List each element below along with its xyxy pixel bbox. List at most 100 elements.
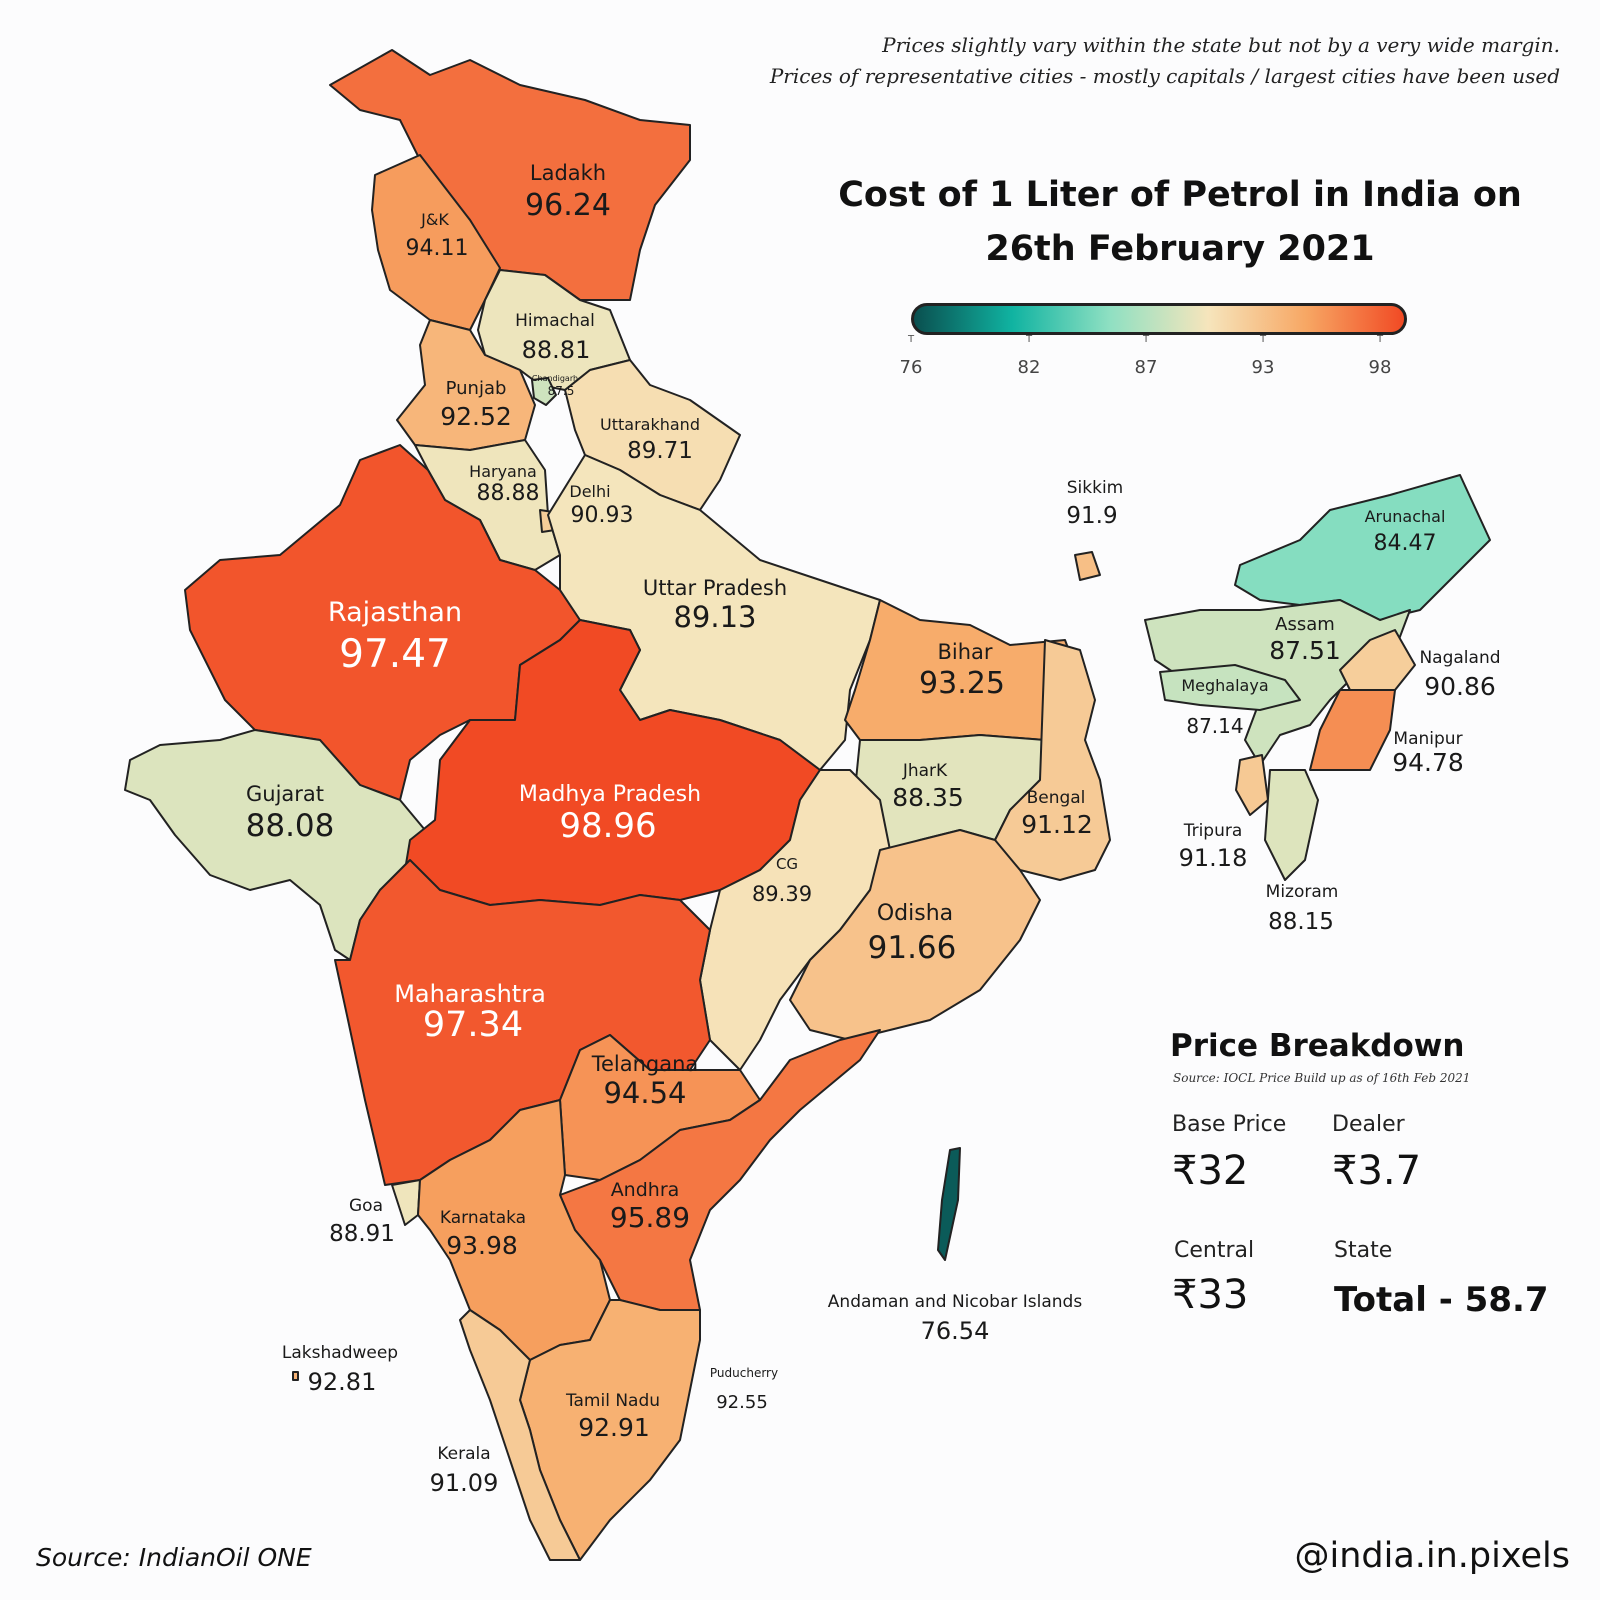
legend-tick: T 76 [899, 334, 923, 379]
region-mizoram [1264, 769, 1319, 881]
region-value-bihar: 93.25 [919, 666, 1005, 701]
region-andaman-and-nicobar-islands [937, 1147, 961, 1261]
region-value-meghalaya: 87.14 [1186, 714, 1243, 738]
legend-tick: T 98 [1368, 334, 1392, 379]
region-name-madhya-pradesh: Madhya Pradesh [519, 782, 701, 807]
base-price-label: Base Price [1172, 1112, 1287, 1137]
region-sikkim [1074, 551, 1101, 581]
region-name-tamil-nadu: Tamil Nadu [565, 1391, 660, 1411]
region-name-jhark: JharK [902, 761, 948, 781]
footer-credit: @india.in.pixels [1294, 1536, 1570, 1576]
region-value-punjab: 92.52 [440, 402, 512, 431]
title-line-2: 26th February 2021 [985, 229, 1375, 269]
region-value-j-k: 94.11 [406, 236, 469, 261]
state-label: State [1334, 1238, 1393, 1263]
region-name-mizoram: Mizoram [1266, 882, 1339, 902]
region-name-chandigarh: Chandigarh [532, 374, 578, 383]
region-name-telangana: Telangana [591, 1052, 699, 1076]
region-kerala [459, 1309, 581, 1561]
region-name-andaman-and-nicobar-islands: Andaman and Nicobar Islands [828, 1292, 1083, 1312]
dealer-value: ₹3.7 [1332, 1148, 1422, 1194]
region-value-jhark: 88.35 [892, 783, 964, 812]
title-line-1: Cost of 1 Liter of Petrol in India on [838, 175, 1522, 215]
region-value-gujarat: 88.08 [246, 808, 335, 844]
region-name-gujarat: Gujarat [246, 782, 324, 806]
region-name-bengal: Bengal [1027, 788, 1086, 808]
region-value-arunachal: 84.47 [1374, 531, 1437, 556]
note-line-1: Prices slightly vary within the state bu… [882, 33, 1560, 57]
region-value-uttarakhand: 89.71 [627, 438, 693, 464]
legend-gradient-bar [911, 303, 1407, 335]
footer-source: Source: IndianOil ONE [36, 1543, 312, 1572]
region-value-puducherry: 92.55 [716, 1392, 768, 1413]
region-value-kerala: 91.09 [430, 1469, 499, 1497]
breakdown-source: Source: IOCL Price Build up as of 16th F… [1173, 1071, 1471, 1085]
region-name-kerala: Kerala [437, 1444, 490, 1464]
region-value-karnataka: 93.98 [446, 1231, 518, 1260]
region-name-cg: CG [776, 855, 798, 873]
region-value-maharashtra: 97.34 [423, 1005, 523, 1045]
region-value-manipur: 94.78 [1392, 748, 1464, 777]
region-name-odisha: Odisha [877, 901, 953, 926]
region-value-sikkim: 91.9 [1066, 503, 1117, 529]
region-name-maharashtra: Maharashtra [394, 980, 546, 1008]
region-bengal [994, 639, 1111, 881]
region-value-lakshadweep: 92.81 [308, 1368, 377, 1396]
region-goa [391, 1179, 421, 1226]
region-name-j-k: J&K [420, 210, 449, 229]
region-andhra [559, 1029, 881, 1311]
breakdown-title: Price Breakdown [1170, 1028, 1465, 1064]
region-value-andaman-and-nicobar-islands: 76.54 [921, 1317, 990, 1345]
region-value-mizoram: 88.15 [1268, 909, 1334, 935]
region-name-bihar: Bihar [937, 640, 992, 664]
region-value-telangana: 94.54 [603, 1076, 686, 1110]
legend-tick: T 93 [1251, 334, 1275, 379]
region-name-uttar-pradesh: Uttar Pradesh [643, 576, 787, 600]
region-lakshadweep [292, 1371, 299, 1381]
region-value-haryana: 88.88 [477, 481, 540, 506]
region-name-puducherry: Puducherry [710, 1366, 778, 1380]
region-name-delhi: Delhi [569, 482, 610, 501]
region-value-madhya-pradesh: 98.96 [559, 806, 656, 846]
region-value-tamil-nadu: 92.91 [578, 1413, 650, 1442]
region-value-odisha: 91.66 [868, 930, 957, 966]
region-name-tripura: Tripura [1183, 821, 1243, 841]
map-title: Cost of 1 Liter of Petrol in India on 26… [810, 168, 1550, 276]
region-chandigarh [531, 377, 557, 406]
region-name-arunachal: Arunachal [1365, 507, 1446, 526]
region-name-haryana: Haryana [469, 462, 537, 481]
region-tripura [1235, 754, 1269, 816]
dealer-label: Dealer [1332, 1112, 1405, 1137]
legend-tick: T 87 [1134, 334, 1158, 379]
base-price-value: ₹32 [1172, 1148, 1249, 1194]
region-value-ladakh: 96.24 [525, 188, 611, 223]
region-name-andhra: Andhra [611, 1179, 680, 1201]
region-value-assam: 87.51 [1269, 636, 1341, 665]
region-value-delhi: 90.93 [571, 503, 634, 528]
legend-tick: T 82 [1017, 334, 1041, 379]
note: Prices slightly vary within the state bu… [660, 30, 1560, 92]
region-name-nagaland: Nagaland [1419, 648, 1500, 668]
region-name-rajasthan: Rajasthan [328, 597, 462, 628]
region-value-cg: 89.39 [752, 882, 812, 906]
region-value-himachal: 88.81 [522, 336, 591, 364]
region-name-goa: Goa [349, 1196, 383, 1216]
region-value-chandigarh: 87.5 [548, 384, 575, 398]
region-meghalaya [1159, 664, 1301, 711]
note-line-2: Prices of representative cities - mostly… [769, 64, 1560, 88]
region-name-manipur: Manipur [1393, 729, 1462, 749]
region-name-punjab: Punjab [446, 378, 507, 399]
region-name-lakshadweep: Lakshadweep [282, 1343, 398, 1363]
region-value-tripura: 91.18 [1179, 844, 1248, 872]
region-value-nagaland: 90.86 [1424, 672, 1496, 701]
region-value-bengal: 91.12 [1021, 810, 1093, 839]
region-value-uttar-pradesh: 89.13 [673, 600, 756, 634]
central-label: Central [1174, 1238, 1255, 1263]
region-value-andhra: 95.89 [610, 1201, 690, 1234]
central-value: ₹33 [1172, 1272, 1249, 1318]
region-arunachal [1234, 474, 1491, 621]
region-value-rajasthan: 97.47 [339, 632, 451, 677]
region-cg [699, 769, 891, 1071]
state-total-value: Total - 58.7 [1334, 1280, 1549, 1320]
